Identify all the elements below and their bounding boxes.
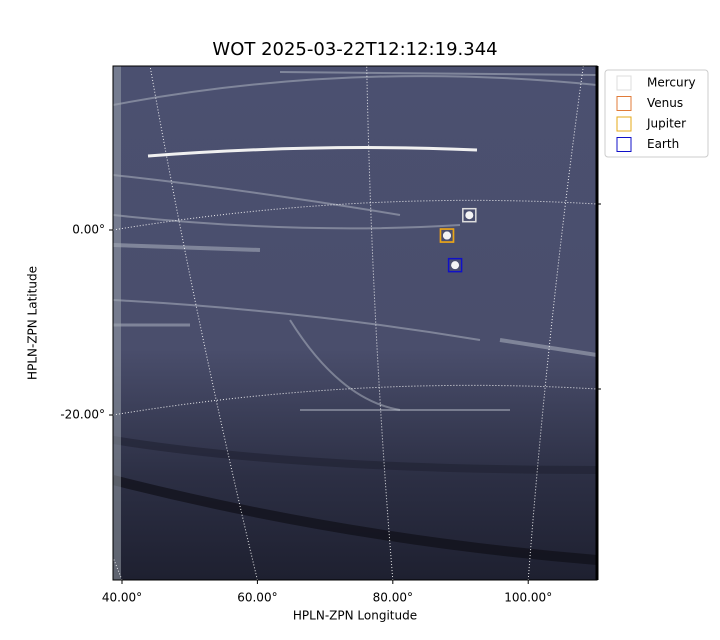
grid-line — [113, 199, 597, 231]
legend-label: Jupiter — [646, 117, 686, 131]
x-tick-label: 40.00° — [102, 591, 142, 605]
grid-line — [149, 66, 258, 580]
planet-glow — [442, 231, 451, 240]
planet-glow — [465, 211, 474, 220]
grid — [113, 66, 597, 580]
grid-line — [113, 555, 123, 580]
y-tick-label: -20.00° — [60, 407, 105, 421]
x-axis-label: HPLN-ZPN Longitude — [293, 609, 417, 623]
legend-swatch — [616, 96, 632, 111]
x-tick-label: 80.00° — [373, 591, 413, 605]
legend — [604, 69, 709, 158]
planet-glow — [451, 261, 460, 270]
grid-line — [113, 384, 597, 416]
legend-label: Mercury — [647, 76, 696, 90]
legend-swatch — [616, 116, 632, 132]
sky-image — [113, 66, 597, 580]
x-tick-label: 60.00° — [237, 591, 277, 605]
legend-swatch — [616, 75, 632, 91]
legend-label: Venus — [647, 96, 683, 110]
planet-marker — [447, 257, 463, 273]
legend-swatch — [616, 137, 632, 152]
planet-marker — [462, 207, 477, 223]
planet-marker — [439, 228, 455, 243]
chart-title: WOT 2025-03-22T12:12:19.344 — [212, 39, 497, 60]
x-tick-label: 100.00° — [504, 591, 552, 605]
legend-label: Earth — [647, 137, 679, 151]
y-axis-label: HPLN-ZPN Latitude — [26, 266, 40, 380]
grid-line — [527, 66, 584, 580]
y-tick-label: 0.00° — [72, 222, 105, 236]
